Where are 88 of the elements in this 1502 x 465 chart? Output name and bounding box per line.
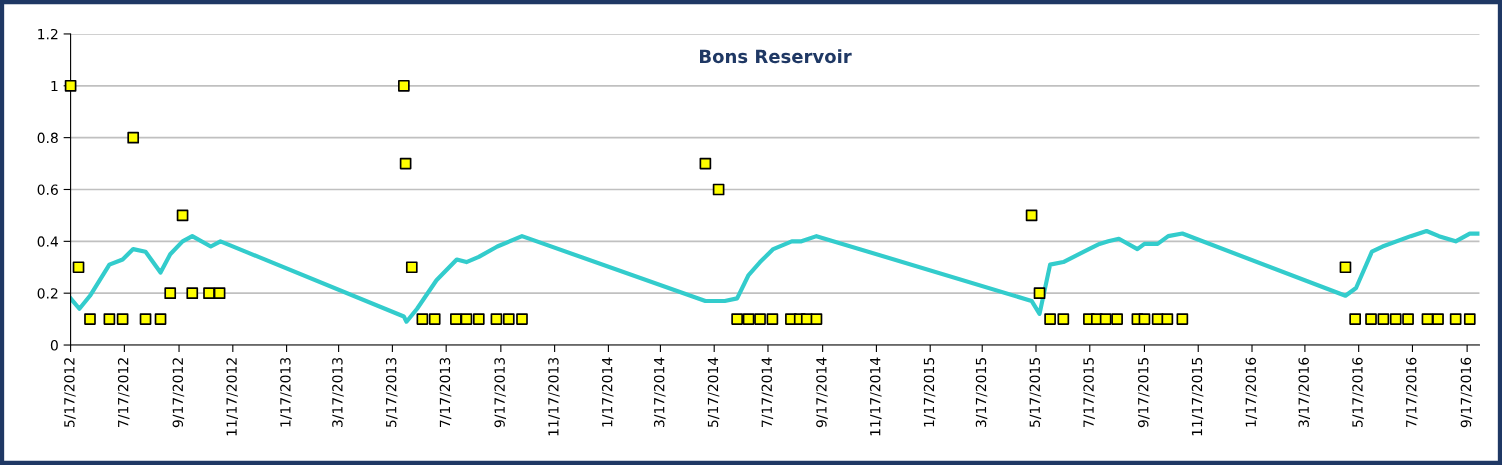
point <box>1389 313 1402 325</box>
point <box>1025 209 1038 222</box>
point <box>1365 313 1377 325</box>
y-tick-label: 0.4 <box>37 236 59 247</box>
point <box>712 183 725 196</box>
x-tick-label: 11/17/2014 <box>869 357 882 436</box>
point <box>1176 313 1189 325</box>
x-tick-label: 7/17/2012 <box>117 358 130 427</box>
x-tick-label: 9/17/2012 <box>172 358 185 428</box>
x-tick-label: 3/17/2013 <box>332 357 344 427</box>
point <box>203 287 215 300</box>
point <box>64 79 77 92</box>
line-series <box>70 228 1480 324</box>
point <box>72 261 85 274</box>
x-tick-label: 5/17/2016 <box>1352 357 1364 427</box>
x-tick-label: 7/17/2014 <box>761 357 774 427</box>
point <box>1099 313 1112 325</box>
point <box>460 313 473 325</box>
point <box>1432 313 1444 325</box>
y-tick-label: 0.2 <box>37 288 58 299</box>
point <box>428 313 441 325</box>
point <box>766 313 779 325</box>
x-tick-label: 11/17/2013 <box>548 357 560 436</box>
point <box>1033 287 1046 300</box>
x-tick-label: 1/17/2016 <box>1245 357 1258 427</box>
x-tick-label: 3/17/2014 <box>653 357 666 427</box>
x-tick-label: 3/17/2016 <box>1298 357 1311 427</box>
point <box>103 313 116 325</box>
point <box>186 287 199 300</box>
point <box>1377 313 1390 325</box>
x-tick-label: 1/17/2015 <box>923 358 936 427</box>
point <box>399 157 412 170</box>
point <box>516 313 528 325</box>
y-tick-label: 1 <box>51 80 58 92</box>
point <box>490 313 503 325</box>
point <box>1151 313 1164 325</box>
point <box>154 313 167 325</box>
point <box>699 157 712 170</box>
point <box>1463 313 1476 325</box>
point <box>1449 313 1462 325</box>
y-tick-label: 0.8 <box>37 132 58 144</box>
x-tick-label: 1/17/2014 <box>601 357 614 427</box>
x-tick-label: 5/17/2014 <box>707 357 720 427</box>
point <box>1402 313 1414 325</box>
x-tick-label: 7/17/2015 <box>1083 358 1095 427</box>
x-tick-label: 5/17/2012 <box>64 358 76 427</box>
x-tick-label: 5/17/2015 <box>1029 358 1042 427</box>
x-tick-label: 11/17/2015 <box>1191 358 1204 436</box>
y-tick-label: 0.6 <box>37 184 58 195</box>
point <box>127 131 140 144</box>
point <box>176 209 189 222</box>
point <box>139 313 152 325</box>
point <box>450 313 462 325</box>
x-tick-label: 5/17/2013 <box>385 357 398 427</box>
point <box>398 79 410 92</box>
point <box>800 313 813 325</box>
x-tick-label: 7/17/2016 <box>1405 357 1418 427</box>
point <box>472 313 485 325</box>
point <box>1161 313 1174 325</box>
x-tick-label: 9/17/2015 <box>1137 358 1150 428</box>
x-tick-label: 9/17/2014 <box>816 357 828 428</box>
point <box>416 313 429 325</box>
x-tick-label: 7/17/2013 <box>439 357 452 427</box>
point <box>1339 261 1352 274</box>
x-tick-label: 9/17/2016 <box>1460 357 1473 428</box>
point <box>754 313 766 325</box>
point <box>810 313 823 325</box>
point <box>213 287 226 300</box>
point <box>742 313 755 325</box>
x-tick-label: 1/17/2013 <box>280 357 292 427</box>
text: Bons Reservoir <box>700 49 852 64</box>
x-tick-label: 3/17/2015 <box>975 358 988 427</box>
y-tick-label: 0 <box>50 340 58 351</box>
y-tick-label: 1.2 <box>38 28 58 40</box>
point <box>116 313 129 325</box>
point <box>1421 313 1434 325</box>
point <box>1044 313 1056 325</box>
point <box>84 313 96 325</box>
point <box>164 287 177 300</box>
point <box>731 313 743 325</box>
point <box>1111 313 1123 325</box>
point <box>1349 313 1361 325</box>
point <box>502 313 515 325</box>
point <box>405 261 418 274</box>
point <box>1138 313 1151 325</box>
point <box>1057 313 1070 325</box>
x-tick-label: 9/17/2013 <box>494 357 506 428</box>
x-tick-label: 11/17/2012 <box>226 358 238 436</box>
